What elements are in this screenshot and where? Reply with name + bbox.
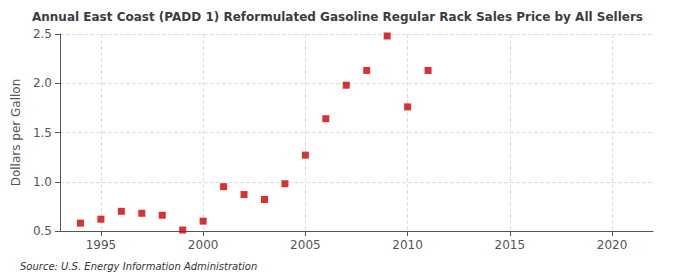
svg-text:2010: 2010 <box>392 238 423 252</box>
svg-text:1995: 1995 <box>86 238 117 252</box>
svg-text:2.0: 2.0 <box>33 76 52 90</box>
svg-text:2.5: 2.5 <box>33 27 52 41</box>
svg-text:2020: 2020 <box>597 238 628 252</box>
svg-text:0.5: 0.5 <box>33 224 52 238</box>
svg-text:1.5: 1.5 <box>33 126 52 140</box>
svg-text:Dollars per Gallon: Dollars per Gallon <box>9 79 23 187</box>
svg-text:Source: U.S. Energy Informatio: Source: U.S. Energy Information Administ… <box>20 261 257 272</box>
svg-text:2005: 2005 <box>290 238 321 252</box>
svg-text:Annual East Coast (PADD 1) Ref: Annual East Coast (PADD 1) Reformulated … <box>32 10 643 24</box>
svg-text:2000: 2000 <box>188 238 219 252</box>
svg-text:2015: 2015 <box>495 238 526 252</box>
svg-text:1.0: 1.0 <box>33 175 52 189</box>
